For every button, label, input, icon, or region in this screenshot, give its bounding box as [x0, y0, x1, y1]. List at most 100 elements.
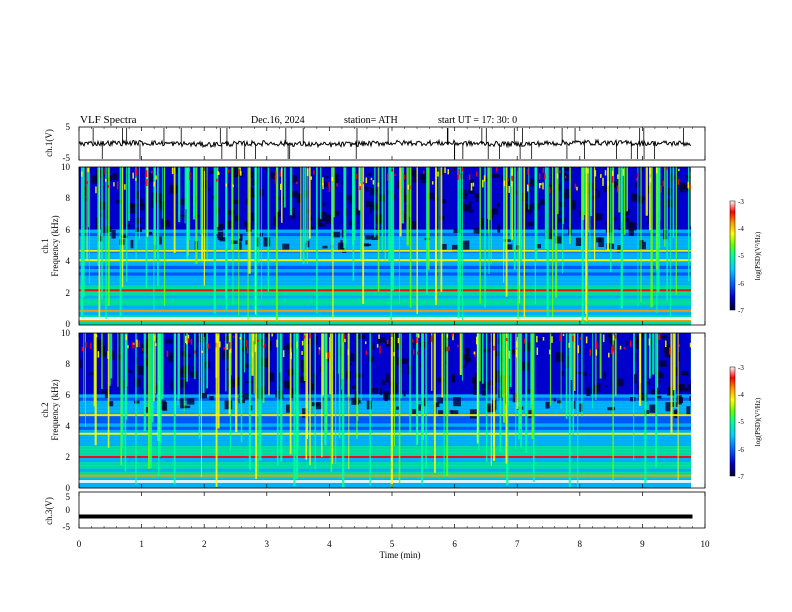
spectrogram-hotspot [649, 167, 651, 175]
sferic-streak [306, 167, 308, 264]
spectrogram-noise [365, 200, 373, 208]
spectrogram-hotspot [562, 333, 565, 336]
spectrogram-hotspot [313, 170, 315, 175]
spectrogram-hotspot [527, 168, 529, 175]
sferic-streak [243, 333, 245, 373]
spectrogram-noise [101, 390, 107, 394]
spectrogram-noise [186, 398, 195, 405]
spectrogram-noise [385, 341, 393, 347]
ch2-frequency-label: Frequency (kHz) [50, 379, 60, 440]
spectrogram-noise [681, 371, 689, 376]
spectrogram-row [79, 384, 691, 389]
spectrogram-noise [160, 400, 166, 411]
sferic-streak [440, 167, 443, 292]
sferic-streak [85, 333, 86, 428]
spectrogram-noise [579, 403, 583, 412]
spectrogram-hotspot [689, 342, 692, 348]
sferic-streak [259, 333, 262, 461]
sferic-streak [572, 333, 575, 435]
spectrogram-noise [269, 340, 272, 351]
spectrogram-hotspot [142, 348, 144, 351]
sferic-streak [279, 333, 281, 373]
spectrogram-noise [473, 227, 480, 234]
sferic-streak [504, 167, 506, 252]
spectrogram-hotspot [516, 341, 518, 348]
spectrogram-hotspot [611, 175, 614, 183]
spectrogram-noise [528, 410, 535, 418]
sferic-streak [154, 167, 156, 232]
spectrogram-row [79, 465, 691, 469]
spectrogram-hotspot [470, 182, 473, 191]
spectrogram-noise [419, 173, 427, 180]
spectrogram-hotspot [318, 349, 321, 355]
spectrogram-noise [319, 212, 327, 222]
spectrogram-hotspot [461, 167, 464, 171]
spectrogram-hotspot [280, 168, 283, 177]
sferic-streak [479, 333, 481, 382]
spectrogram-hotspot [263, 345, 266, 348]
spectrogram-noise [452, 244, 458, 253]
spectrogram-noise [340, 239, 343, 250]
ch3-ytick-bottom: -5 [63, 522, 71, 532]
x-tick-label: 10 [701, 539, 711, 549]
spectrogram-row [79, 305, 691, 309]
sferic-streak [225, 333, 227, 392]
spectrogram-hotspot [90, 342, 92, 349]
sferic-streak [426, 167, 428, 295]
spectrogram-noise [468, 200, 472, 210]
spectrogram-noise [665, 402, 671, 412]
spectrogram-hotspot [446, 334, 449, 338]
spectrogram-noise [677, 352, 681, 362]
spectrogram-hotspot [95, 186, 97, 194]
sferic-streak [125, 333, 128, 420]
spectrogram-row [79, 471, 691, 476]
spectrogram-noise [260, 357, 269, 368]
sferic-streak [262, 333, 265, 398]
sferic-streak [485, 333, 488, 462]
sferic-streak [555, 167, 558, 298]
sferic-streak [261, 167, 263, 299]
spectrogram-hotspot [611, 170, 614, 177]
spectrogram-hotspot [136, 168, 138, 176]
sferic-streak [593, 167, 596, 262]
sferic-streak [107, 167, 110, 307]
spectrogram-noise [332, 231, 340, 238]
spectrogram-noise [357, 334, 366, 339]
spectrogram-noise [462, 240, 470, 251]
sferic-streak [416, 333, 419, 445]
spectrogram-hotspot [85, 342, 87, 348]
spectrogram-noise [496, 203, 500, 208]
spectrogram-hotspot [290, 347, 292, 356]
spectrogram-noise [371, 235, 380, 241]
spectrogram-hotspot [155, 175, 157, 180]
spectrogram-hotspot [678, 344, 680, 347]
spectrogram-noise [505, 181, 512, 185]
spectrogram-hotspot [228, 342, 231, 350]
sferic-streak [688, 167, 690, 282]
sferic-streak [585, 167, 588, 322]
spectrogram-noise [322, 202, 327, 206]
sferic-streak [393, 333, 395, 447]
sferic-streak [254, 167, 256, 311]
sferic-streak [149, 333, 153, 469]
spectrogram-noise [440, 198, 446, 204]
ch2-ytick-6: 6 [66, 390, 71, 400]
spectrogram-noise [639, 241, 646, 250]
ch2-spectrogram-image [79, 333, 705, 489]
sferic-streak [582, 167, 585, 221]
spectrogram-hotspot [669, 347, 671, 355]
sferic-streak [348, 333, 350, 470]
spectrogram-row [79, 442, 691, 447]
sferic-streak [200, 167, 203, 235]
spectrogram-row [79, 371, 691, 376]
spectrogram-hotspot [508, 186, 510, 193]
sferic-streak [145, 167, 148, 289]
spectrogram-noise [219, 237, 227, 242]
spectrogram-hotspot [386, 173, 389, 181]
sferic-streak [186, 167, 189, 259]
spectrogram-row [79, 301, 691, 306]
spectrogram-noise [674, 409, 678, 419]
spectrogram-noise [207, 188, 210, 191]
sferic-streak [321, 333, 323, 458]
spectrogram-noise [137, 365, 145, 376]
